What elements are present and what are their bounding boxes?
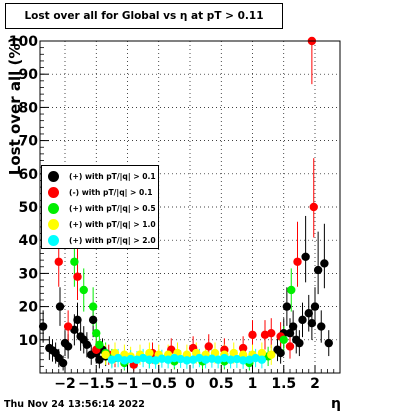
data-point (73, 315, 82, 325)
data-point (120, 356, 129, 365)
data-point (82, 340, 92, 349)
data-point (101, 350, 110, 359)
data-point (267, 328, 276, 338)
data-point (285, 342, 295, 351)
data-point (276, 348, 285, 358)
data-point (248, 330, 257, 340)
data-point (88, 315, 98, 325)
y-tick-label: 10 (19, 333, 39, 349)
data-point (63, 342, 73, 351)
legend-item: (-) with pT/|q| > 0.1 (44, 184, 158, 200)
legend-label: (+) with pT/|q| > 0.1 (69, 171, 156, 181)
x-tick-label: 0.5 (209, 376, 234, 392)
x-tick-label: 0 (185, 376, 195, 392)
data-point (279, 335, 288, 344)
data-point (157, 354, 167, 363)
legend-label: (+) with pT/|q| > 2.0 (69, 236, 156, 246)
x-tick-label: 2 (310, 376, 320, 392)
y-tick-label: 70 (19, 134, 39, 150)
data-point (307, 319, 317, 328)
data-point (126, 354, 135, 364)
y-tick-label: 50 (19, 200, 39, 216)
data-point (232, 354, 242, 364)
x-axis-label: η (331, 396, 341, 412)
data-point (285, 328, 295, 338)
data-point (317, 322, 326, 331)
data-point (145, 355, 154, 364)
y-tick-label: 30 (19, 266, 39, 282)
data-point (301, 252, 310, 261)
timestamp: Thu Nov 24 13:56:14 2022 (4, 399, 145, 410)
data-points (38, 36, 333, 369)
legend-marker-1 (48, 186, 59, 198)
data-point (95, 340, 104, 349)
data-point (145, 348, 154, 358)
y-tick-label: 100 (9, 34, 38, 50)
data-point (73, 272, 82, 281)
legend-marker-3 (48, 219, 59, 231)
axis-ticks: −2 −1.5 −1 −0.5 0 0.5 1 1.5 2 10 20 30 40 50 60 70 80 90 1… (9, 34, 341, 392)
x-tick-label: −0.5 (140, 376, 177, 392)
data-point (170, 353, 179, 363)
data-point (257, 348, 267, 358)
legend-label: (+) with pT/|q| > 1.0 (69, 220, 156, 230)
x-tick-label: −2 (54, 376, 75, 392)
data-point (182, 356, 192, 365)
legend-marker-0 (48, 170, 59, 182)
legend-marker-2 (48, 202, 59, 214)
data-point (324, 338, 333, 348)
x-tick-label: 1 (248, 376, 258, 392)
data-point (92, 328, 101, 338)
data-point (267, 350, 276, 359)
data-point (282, 302, 292, 311)
y-tick-label: 40 (19, 233, 39, 249)
data-point (204, 342, 213, 351)
data-point (309, 202, 318, 212)
data-point (54, 257, 63, 266)
legend-item: (+) with pT/|q| > 1.0 (44, 217, 158, 233)
data-point (70, 325, 79, 335)
y-axis-label: Lost over all (%) (6, 36, 24, 176)
x-tick-label: −1 (117, 376, 138, 392)
data-point (257, 355, 267, 364)
data-point (207, 354, 217, 363)
data-point (238, 356, 248, 365)
data-point (287, 285, 296, 295)
x-tick-label: 1.5 (271, 376, 296, 392)
data-point (95, 355, 104, 364)
legend-item: (+) with pT/|q| > 0.1 (44, 168, 158, 184)
data-point (298, 315, 307, 325)
data-point (79, 285, 88, 295)
legend-label: (-) with pT/|q| > 0.1 (69, 187, 153, 197)
data-point (310, 302, 320, 311)
legend-marker-4 (48, 235, 59, 247)
data-point (88, 302, 98, 311)
data-point (238, 343, 248, 353)
y-tick-label: 90 (19, 67, 39, 83)
data-point (70, 257, 79, 266)
data-point (304, 309, 313, 318)
data-point (313, 265, 323, 275)
data-point (55, 302, 65, 311)
data-point (226, 355, 235, 364)
legend-label: (+) with pT/|q| > 0.5 (69, 203, 156, 213)
y-tick-label: 20 (19, 300, 39, 316)
data-point (63, 322, 73, 331)
data-point (176, 354, 185, 364)
y-tick-label: 60 (19, 167, 39, 183)
x-tick-label: −1.5 (78, 376, 115, 392)
data-point (320, 259, 329, 268)
data-point (293, 257, 302, 266)
legend: (+) with pT/|q| > 0.1 (-) with pT/|q| > … (41, 165, 159, 249)
data-point (288, 322, 298, 331)
data-point (58, 358, 68, 368)
data-point (295, 338, 304, 348)
y-tick-label: 80 (19, 100, 39, 116)
chart-title: Lost over all for Global vs η at pT > 0.… (5, 3, 283, 29)
legend-item: (+) with pT/|q| > 0.5 (44, 200, 158, 216)
legend-item: (+) with pT/|q| > 2.0 (44, 233, 158, 249)
data-point (201, 355, 210, 364)
